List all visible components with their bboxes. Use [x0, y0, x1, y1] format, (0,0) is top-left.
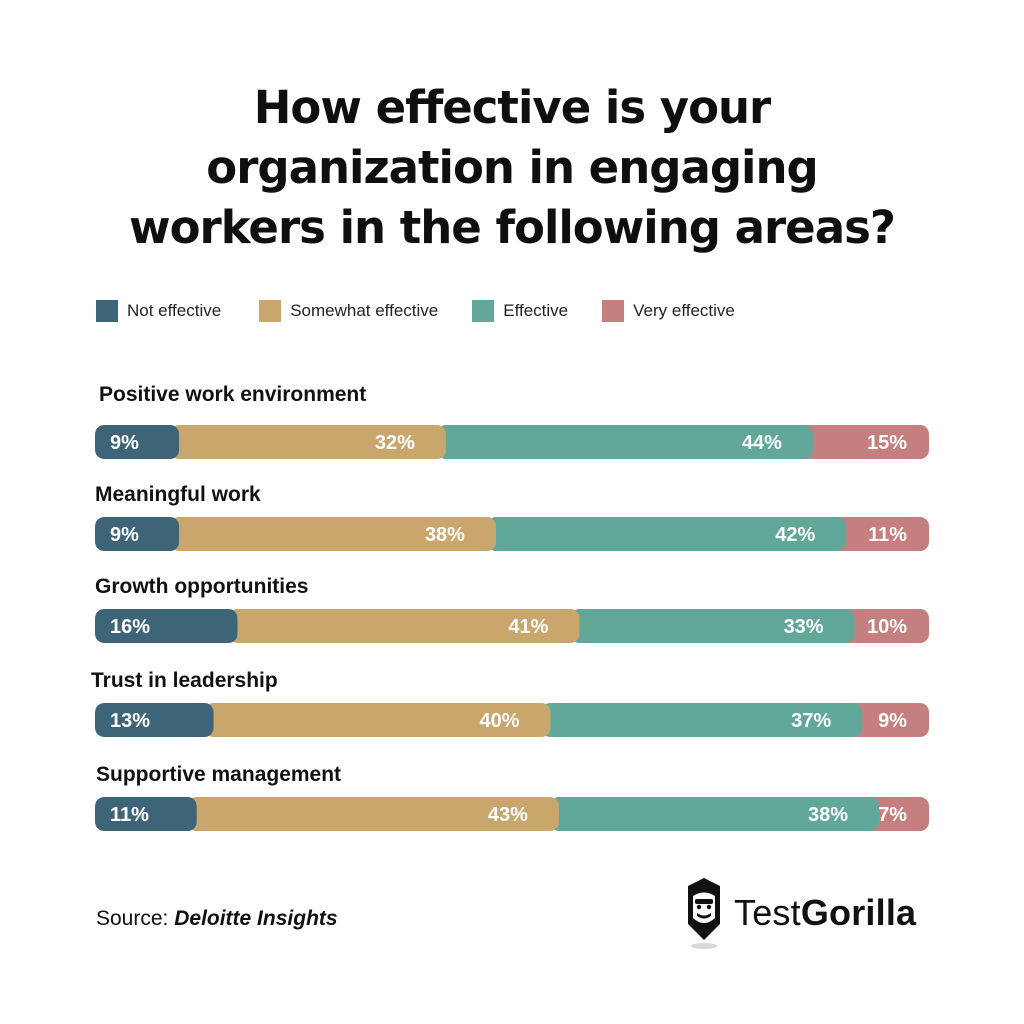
testgorilla-logo: TestGorilla — [684, 876, 916, 950]
logo-text-gorilla: Gorilla — [800, 892, 917, 933]
category-label-meaningful-work: Meaningful work — [95, 483, 261, 506]
bar-segment-meaningful-work-not-effective — [95, 517, 180, 551]
title-line-2: organization in engaging — [206, 141, 818, 194]
data-label-supportive-management-effective: 38% — [808, 804, 848, 826]
data-label-positive-work-environment-not-effective: 9% — [110, 432, 139, 454]
data-label-meaningful-work-effective: 42% — [775, 524, 815, 546]
data-label-growth-opportunities-not-effective: 16% — [110, 616, 150, 638]
gorilla-pencil-icon — [688, 878, 720, 949]
legend-swatch-not-effective — [96, 300, 118, 322]
category-label-positive-work-environment: Positive work environment — [99, 383, 366, 406]
bar-segment-growth-opportunities-not-effective — [95, 609, 238, 643]
bar-row-growth-opportunities: Growth opportunities 16% 41% 33% 10% — [95, 575, 929, 643]
data-label-growth-opportunities-very-effective: 10% — [867, 616, 907, 638]
data-label-meaningful-work-very-effective: 11% — [868, 524, 907, 546]
legend-swatch-very-effective — [602, 300, 625, 322]
title-line-1: How effective is your — [253, 81, 772, 134]
bar-segment-trust-in-leadership-effective — [541, 703, 863, 737]
source-note: Source: Deloitte Insights — [96, 907, 338, 931]
data-label-trust-in-leadership-somewhat-effective: 40% — [479, 710, 519, 732]
logo-text-test: Test — [734, 892, 801, 933]
legend-label-effective: Effective — [503, 301, 569, 320]
data-label-trust-in-leadership-very-effective: 9% — [878, 710, 907, 732]
source-name: Deloitte Insights — [174, 907, 338, 930]
bar-segment-supportive-management-not-effective — [95, 797, 197, 831]
category-label-growth-opportunities: Growth opportunities — [95, 575, 308, 598]
legend-label-very-effective: Very effective — [633, 301, 735, 320]
bar-segment-trust-in-leadership-very-effective — [853, 703, 929, 737]
bar-row-positive-work-environment: Positive work environment 9% 32% 44% 15% — [95, 383, 929, 459]
bar-segment-growth-opportunities-somewhat-effective — [228, 609, 580, 643]
data-label-meaningful-work-somewhat-effective: 38% — [425, 524, 465, 546]
legend-item-effective: Effective — [472, 300, 568, 322]
legend-item-not-effective: Not effective — [96, 300, 221, 322]
data-label-growth-opportunities-somewhat-effective: 41% — [508, 616, 548, 638]
legend-item-somewhat-effective: Somewhat effective — [259, 300, 438, 322]
bar-segment-growth-opportunities-very-effective — [845, 609, 929, 643]
bar-segment-positive-work-environment-somewhat-effective — [170, 425, 446, 459]
bar-segment-supportive-management-somewhat-effective — [187, 797, 559, 831]
bar-segment-trust-in-leadership-somewhat-effective — [204, 703, 551, 737]
data-label-supportive-management-somewhat-effective: 43% — [488, 804, 528, 826]
data-label-meaningful-work-not-effective: 9% — [110, 524, 139, 546]
data-label-trust-in-leadership-not-effective: 13% — [110, 710, 150, 732]
data-label-positive-work-environment-very-effective: 15% — [867, 432, 907, 454]
bar-segment-meaningful-work-somewhat-effective — [170, 517, 496, 551]
legend-item-very-effective: Very effective — [602, 300, 735, 322]
stacked-bar-chart: Positive work environment 9% 32% 44% 15% Mean… — [91, 383, 929, 831]
bar-row-meaningful-work: Meaningful work 9% 38% 42% 11% — [95, 483, 929, 551]
legend-label-not-effective: Not effective — [127, 301, 222, 320]
legend-label-somewhat-effective: Somewhat effective — [290, 301, 439, 320]
data-label-positive-work-environment-effective: 44% — [742, 432, 782, 454]
legend-swatch-somewhat-effective — [259, 300, 282, 322]
bar-row-trust-in-leadership: Trust in leadership 13% 40% 37% 9% — [91, 669, 929, 737]
data-label-growth-opportunities-effective: 33% — [784, 616, 824, 638]
bar-segment-positive-work-environment-not-effective — [95, 425, 180, 459]
data-label-supportive-management-not-effective: 11% — [110, 804, 149, 826]
category-label-trust-in-leadership: Trust in leadership — [91, 669, 278, 692]
legend-swatch-effective — [472, 300, 495, 322]
logo-wordmark: TestGorilla — [734, 892, 916, 934]
chart-title: How effective is your organization in en… — [62, 78, 962, 258]
bar-segment-meaningful-work-very-effective — [837, 517, 929, 551]
bar-segment-growth-opportunities-effective — [570, 609, 855, 643]
source-prefix: Source: — [96, 907, 175, 930]
data-label-trust-in-leadership-effective: 37% — [791, 710, 831, 732]
bar-segment-supportive-management-effective — [549, 797, 880, 831]
data-label-positive-work-environment-somewhat-effective: 32% — [375, 432, 415, 454]
bar-row-supportive-management: Supportive management 11% 43% 38% 7% — [95, 763, 929, 831]
bar-segment-positive-work-environment-very-effective — [803, 425, 929, 459]
bar-segment-trust-in-leadership-not-effective — [95, 703, 214, 737]
title-line-3: workers in the following areas? — [129, 201, 896, 254]
data-label-supportive-management-very-effective: 7% — [878, 804, 907, 826]
category-label-supportive-management: Supportive management — [96, 763, 341, 786]
legend: Not effective Somewhat effective Effecti… — [96, 300, 735, 322]
bar-segment-supportive-management-very-effective — [870, 797, 929, 831]
bar-segment-positive-work-environment-effective — [436, 425, 813, 459]
bar-segment-meaningful-work-effective — [486, 517, 847, 551]
